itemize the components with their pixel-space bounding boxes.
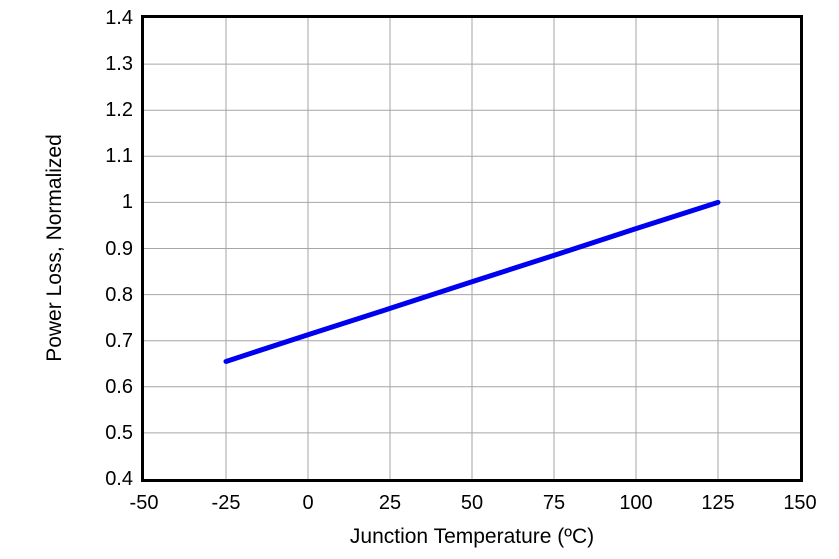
x-tick-label: 125	[701, 492, 735, 514]
y-tick-label: 1.1	[105, 145, 133, 168]
plot-area	[141, 15, 803, 482]
x-tick-label: 100	[619, 492, 653, 514]
x-tick-label: 25	[378, 492, 402, 514]
x-tick-label: -25	[211, 492, 241, 514]
y-axis-title: Power Loss, Normalized	[43, 134, 66, 362]
y-tick-label: 1.2	[105, 99, 133, 122]
x-tick-label: 150	[783, 492, 817, 514]
y-tick-label: 1.3	[105, 53, 133, 76]
x-tick-label: 50	[460, 492, 484, 514]
y-tick-label: 0.4	[105, 468, 133, 490]
series-line-power-loss	[223, 199, 721, 364]
x-tick-label: 75	[542, 492, 566, 514]
x-tick-label: -50	[129, 492, 159, 514]
y-tick-label: 0.6	[105, 375, 133, 398]
y-tick-label: 1	[121, 191, 133, 214]
x-axis-title: Junction Temperature (ºC)	[349, 525, 595, 548]
x-tick-label: 0	[302, 492, 314, 514]
y-tick-label: 0.9	[105, 237, 133, 260]
y-tick-label: 0.5	[105, 421, 133, 444]
y-tick-label: 0.7	[105, 329, 133, 352]
y-tick-label: 1.4	[105, 7, 133, 29]
y-tick-label: 0.8	[105, 283, 133, 306]
plot-canvas	[144, 18, 800, 479]
